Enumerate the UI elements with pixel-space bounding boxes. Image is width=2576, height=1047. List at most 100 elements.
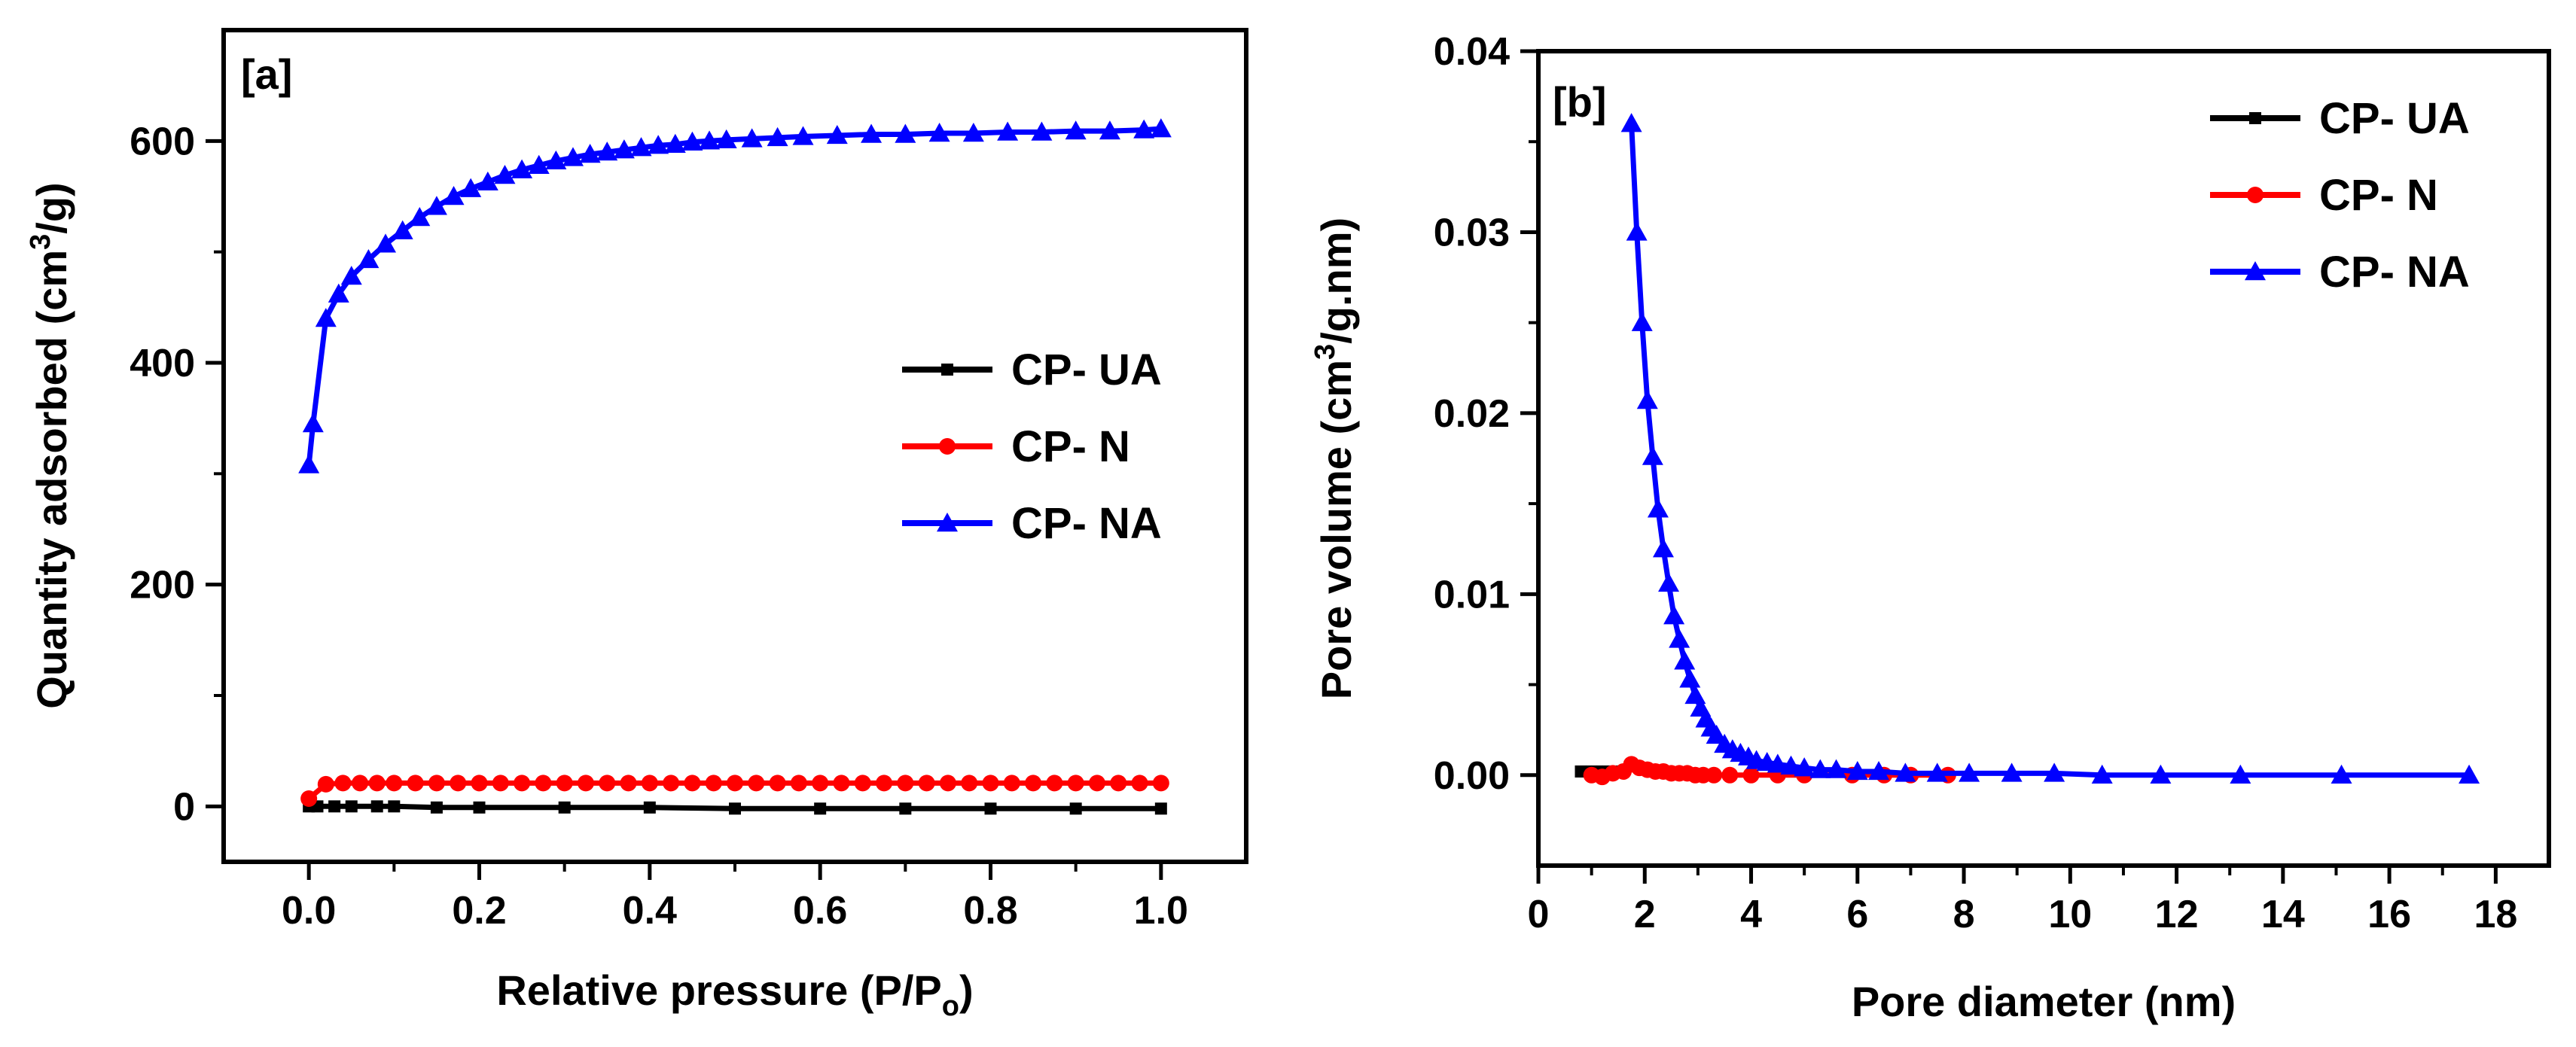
data-point-cp-na bbox=[562, 147, 584, 166]
data-point-cp-ua bbox=[388, 800, 401, 813]
data-point-cp-na bbox=[1647, 498, 1669, 518]
y-tick-label: 0.02 bbox=[1434, 392, 1510, 436]
data-point-cp-n bbox=[620, 775, 637, 792]
legend-label-cp-na: CP- NA bbox=[1011, 499, 1162, 548]
legend-marker-cp-ua bbox=[2249, 112, 2261, 124]
x-tick-label: 0.0 bbox=[282, 889, 336, 933]
data-point-cp-n bbox=[556, 775, 573, 792]
panel-label: [b] bbox=[1553, 78, 1607, 126]
data-point-cp-na bbox=[715, 129, 737, 149]
y-tick-label: 0.01 bbox=[1434, 573, 1510, 616]
data-point-cp-n bbox=[1706, 766, 1723, 784]
data-point-cp-na bbox=[928, 123, 950, 142]
legend-label-cp-n: CP- N bbox=[2319, 171, 2438, 220]
data-point-cp-ua bbox=[1154, 802, 1167, 815]
data-point-cp-n bbox=[1152, 775, 1169, 792]
data-point-cp-na bbox=[1150, 118, 1172, 138]
data-point-cp-n bbox=[407, 775, 424, 792]
data-point-cp-n bbox=[317, 775, 334, 793]
data-point-cp-na bbox=[648, 135, 669, 154]
data-point-cp-n bbox=[769, 775, 786, 792]
data-point-cp-na bbox=[579, 144, 601, 163]
legend-label-cp-na: CP- NA bbox=[2319, 248, 2470, 297]
data-point-cp-na bbox=[895, 123, 916, 143]
data-point-cp-n bbox=[705, 775, 722, 792]
y-tick-label: 0 bbox=[173, 785, 195, 829]
data-point-cp-na bbox=[826, 124, 848, 145]
data-point-cp-na bbox=[1846, 760, 1868, 781]
y-axis-title-end: /g) bbox=[28, 182, 75, 233]
data-point-cp-na bbox=[298, 454, 320, 473]
data-point-cp-na bbox=[2150, 764, 2172, 784]
plot-frame bbox=[1536, 49, 2551, 868]
data-point-cp-n bbox=[982, 775, 999, 792]
y-tick-label: 0.03 bbox=[1434, 211, 1510, 254]
x-tick-label: 10 bbox=[2048, 893, 2092, 936]
data-point-cp-ua bbox=[984, 802, 997, 815]
x-tick-label: 18 bbox=[2474, 893, 2517, 936]
data-point-cp-na bbox=[997, 121, 1019, 141]
data-point-cp-n bbox=[833, 775, 850, 792]
data-point-cp-n bbox=[368, 775, 386, 792]
data-point-cp-na bbox=[2091, 764, 2113, 784]
x-tick-label: 0.4 bbox=[623, 889, 677, 933]
data-point-cp-ua bbox=[643, 801, 656, 814]
y-axis-title-superscript: 3 bbox=[25, 234, 56, 250]
data-point-cp-na bbox=[315, 308, 337, 327]
data-point-cp-ua bbox=[473, 801, 486, 814]
data-point-cp-na bbox=[664, 133, 686, 153]
data-point-cp-na bbox=[630, 137, 652, 157]
data-point-cp-na bbox=[1926, 762, 1948, 782]
y-axis-title-superscript: 3 bbox=[1309, 344, 1341, 360]
data-point-cp-na bbox=[1658, 572, 1680, 592]
x-tick-label: 0.8 bbox=[963, 889, 1017, 933]
data-point-cp-na bbox=[767, 126, 788, 147]
data-point-cp-n bbox=[577, 775, 594, 792]
y-axis-title-end: /g.nm) bbox=[1312, 218, 1360, 344]
data-point-cp-na bbox=[1780, 755, 1802, 775]
x-axis-title-subscript: o bbox=[942, 991, 959, 1022]
data-point-cp-n bbox=[939, 775, 956, 792]
data-point-cp-na bbox=[375, 233, 397, 253]
panel-label: [a] bbox=[241, 50, 292, 98]
data-point-cp-na bbox=[358, 248, 380, 269]
data-point-cp-n bbox=[641, 775, 658, 792]
y-axis-title: Pore volume (cm3/g.nm) bbox=[1309, 218, 1360, 699]
data-point-cp-n bbox=[514, 775, 531, 792]
data-point-cp-na bbox=[699, 130, 721, 150]
y-tick-label: 400 bbox=[130, 342, 195, 385]
data-point-cp-n bbox=[790, 775, 807, 792]
legend-marker-cp-n bbox=[2247, 187, 2264, 203]
data-point-cp-n bbox=[300, 790, 318, 808]
x-tick-label: 0 bbox=[1528, 893, 1550, 936]
data-point-cp-ua bbox=[345, 800, 358, 813]
y-tick-label: 600 bbox=[130, 120, 195, 163]
data-point-cp-na bbox=[328, 283, 349, 303]
x-axis-title: Pore diameter (nm) bbox=[1852, 978, 2236, 1025]
data-point-cp-na bbox=[1663, 605, 1685, 625]
data-point-cp-na bbox=[1868, 760, 1890, 781]
data-point-cp-n bbox=[876, 775, 893, 792]
y-tick-label: 200 bbox=[130, 564, 195, 607]
data-point-cp-ua bbox=[558, 801, 571, 814]
data-point-cp-n bbox=[471, 775, 488, 792]
data-point-cp-n bbox=[492, 775, 509, 792]
data-point-cp-n bbox=[748, 775, 765, 792]
data-point-cp-na bbox=[460, 178, 482, 197]
data-point-cp-na bbox=[861, 123, 883, 143]
data-point-cp-na bbox=[1133, 119, 1155, 138]
data-point-cp-ua bbox=[430, 801, 443, 814]
data-point-cp-na bbox=[1767, 753, 1788, 773]
panel-a: 0.0 0.2 0.4 0.6 0.8 1.0 0 200 400 600 [a] Relative … bbox=[25, 28, 1248, 1022]
data-point-cp-na bbox=[741, 128, 763, 148]
legend-label-cp-ua: CP- UA bbox=[2319, 94, 2470, 143]
data-point-cp-na bbox=[425, 196, 447, 215]
data-point-cp-n bbox=[428, 775, 445, 792]
data-point-cp-na bbox=[613, 139, 635, 159]
data-point-cp-n bbox=[1742, 766, 1760, 784]
x-tick-label: 0.2 bbox=[452, 889, 506, 933]
data-point-cp-n bbox=[535, 775, 552, 792]
data-point-cp-na bbox=[409, 206, 431, 227]
data-point-cp-na bbox=[443, 186, 465, 205]
